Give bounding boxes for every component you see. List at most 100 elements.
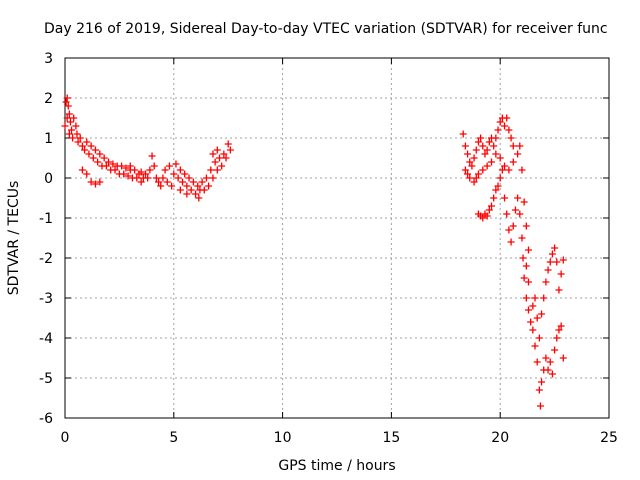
data-point: [509, 158, 517, 166]
y-tick-label: -6: [39, 411, 53, 427]
data-point: [533, 358, 541, 366]
data-point: [207, 166, 215, 174]
x-tick-label: 10: [274, 430, 292, 446]
data-point: [148, 152, 156, 160]
data-point: [479, 214, 487, 222]
data-point: [192, 190, 200, 198]
data-point: [63, 94, 71, 102]
data-point: [479, 142, 487, 150]
data-point: [553, 258, 561, 266]
data-point: [553, 334, 561, 342]
data-point: [111, 166, 119, 174]
data-point: [531, 294, 539, 302]
data-point: [494, 182, 502, 190]
data-point: [122, 164, 130, 172]
data-point: [501, 122, 509, 130]
data-point: [490, 194, 498, 202]
data-point: [74, 138, 82, 146]
data-point: [505, 226, 513, 234]
data-point: [479, 166, 487, 174]
data-point: [172, 160, 180, 168]
data-point: [96, 150, 104, 158]
y-tick-label: 0: [44, 171, 53, 187]
data-point: [492, 150, 500, 158]
data-point: [518, 166, 526, 174]
data-point: [474, 170, 482, 178]
data-point: [520, 198, 528, 206]
data-point: [65, 130, 73, 138]
x-tick-label: 15: [382, 430, 400, 446]
data-point: [137, 168, 145, 176]
data-point: [548, 250, 556, 258]
data-point: [485, 138, 493, 146]
data-point: [220, 150, 228, 158]
data-point: [100, 154, 108, 162]
data-point: [494, 126, 502, 134]
data-point: [73, 130, 81, 138]
data-point: [168, 182, 176, 190]
data-point: [209, 150, 217, 158]
data-point: [126, 162, 134, 170]
data-point: [202, 174, 210, 182]
data-point: [529, 326, 537, 334]
data-point: [522, 294, 530, 302]
y-tick-label: -4: [39, 331, 53, 347]
data-points: [61, 94, 567, 410]
data-point: [222, 154, 230, 162]
data-point: [542, 278, 550, 286]
data-point: [61, 122, 69, 130]
data-point: [69, 134, 77, 142]
data-point: [109, 160, 117, 168]
data-point: [64, 102, 72, 110]
data-point: [152, 174, 160, 182]
data-point: [185, 174, 193, 182]
data-point: [76, 134, 84, 142]
data-point: [187, 186, 195, 194]
data-point: [176, 186, 184, 194]
data-point: [466, 174, 474, 182]
data-point: [520, 274, 528, 282]
data-point: [557, 270, 565, 278]
data-point: [527, 318, 535, 326]
data-point: [498, 166, 506, 174]
data-point: [146, 166, 154, 174]
data-point: [519, 254, 527, 262]
data-point: [72, 122, 80, 130]
data-point: [546, 258, 554, 266]
data-point: [505, 126, 513, 134]
data-point: [159, 174, 167, 182]
data-point: [124, 172, 132, 180]
data-point: [461, 166, 469, 174]
data-point: [205, 182, 213, 190]
data-point: [487, 158, 495, 166]
data-point: [118, 162, 126, 170]
data-point: [540, 294, 548, 302]
data-point: [194, 182, 202, 190]
data-point: [483, 212, 491, 220]
data-point: [89, 154, 97, 162]
data-point: [94, 158, 102, 166]
data-point: [538, 378, 546, 386]
data-point: [472, 174, 480, 182]
data-point: [209, 174, 217, 182]
data-point: [496, 118, 504, 126]
data-point: [170, 170, 178, 178]
data-point: [542, 354, 550, 362]
data-point: [183, 182, 191, 190]
data-point: [179, 178, 187, 186]
data-point: [483, 162, 491, 170]
data-point: [195, 194, 203, 202]
data-point: [466, 158, 474, 166]
data-point: [536, 402, 544, 410]
data-point: [83, 138, 91, 146]
data-point: [62, 98, 70, 106]
data-point: [507, 238, 515, 246]
data-point: [91, 180, 99, 188]
data-point: [96, 178, 104, 186]
data-point: [559, 354, 567, 362]
data-point: [511, 206, 519, 214]
chart-title: Day 216 of 2019, Sidereal Day-to-day VTE…: [44, 21, 608, 37]
data-point: [215, 154, 223, 162]
data-point: [516, 142, 524, 150]
